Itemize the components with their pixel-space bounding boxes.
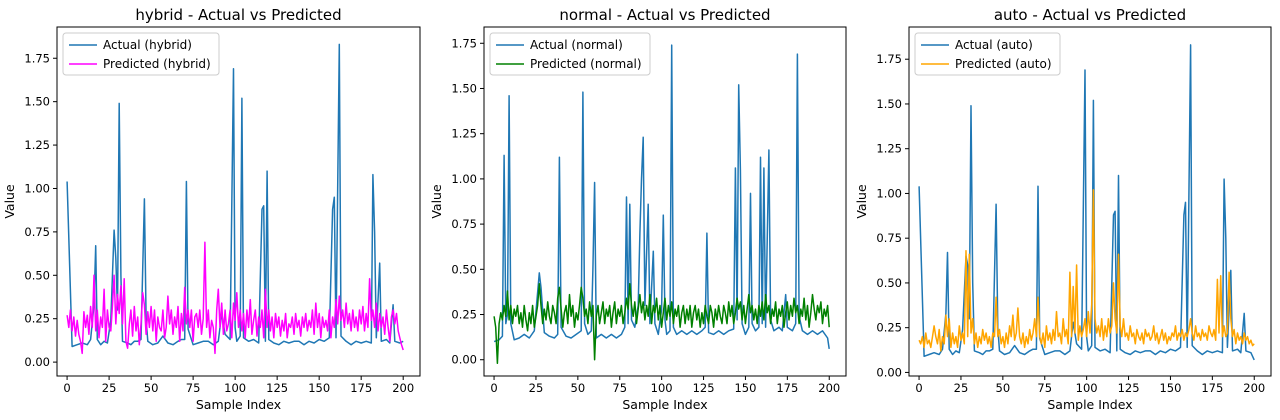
x-tick-label: 125 [266, 381, 288, 395]
y-tick-label: 0.25 [24, 312, 50, 326]
y-axis-label: Value [429, 184, 444, 219]
x-tick-label: 125 [1118, 381, 1140, 395]
y-axis-label: Value [2, 184, 17, 219]
y-tick-label: 1.25 [24, 138, 50, 152]
y-tick-label: 1.00 [24, 181, 50, 195]
x-tick-label: 75 [1037, 381, 1052, 395]
y-tick-label: 0.50 [24, 268, 50, 282]
series-line-predicted [918, 189, 1255, 352]
x-tick-label: 200 [1243, 381, 1265, 395]
plot-frame [483, 26, 847, 377]
series-line-actual [493, 44, 830, 350]
series-line-predicted [493, 283, 830, 365]
x-tick-label: 175 [1201, 381, 1223, 395]
legend: Actual (auto) Predicted (auto) [914, 32, 1061, 76]
x-tick-label: 150 [308, 381, 330, 395]
x-axis-label: Sample Index [196, 397, 281, 412]
legend-label: Actual (normal) [530, 38, 623, 52]
chart-title: normal - Actual vs Predicted [559, 6, 770, 24]
chart-title: auto - Actual vs Predicted [994, 6, 1186, 24]
legend-label: Actual (hybrid) [103, 38, 192, 52]
y-tick-label: 0.75 [876, 231, 902, 245]
y-tick-label: 1.50 [451, 81, 477, 95]
series-line-predicted [66, 241, 404, 355]
x-tick-label: 150 [734, 381, 756, 395]
y-tick-label: 0.00 [451, 353, 477, 367]
legend-label: Predicted (normal) [530, 57, 642, 71]
chart-panel-2: 0 25 50 75 100 125 150 175 200 0.00 0.25 0.50 0.75 1.… [854, 6, 1272, 412]
y-tick-label: 1.00 [451, 172, 477, 186]
y-tick-label: 0.00 [24, 355, 50, 369]
legend-box [489, 32, 651, 76]
x-tick-label: 200 [818, 381, 840, 395]
x-tick-label: 25 [954, 381, 969, 395]
x-axis-label: Sample Index [1047, 397, 1132, 412]
chart-panel-0: 0 25 50 75 100 125 150 175 200 0.00 0.25 0.50 0.75 1.… [2, 6, 421, 412]
x-tick-label: 50 [144, 381, 159, 395]
x-tick-label: 75 [612, 381, 627, 395]
y-axis-label: Value [854, 184, 869, 219]
y-tick-label: 0.25 [451, 308, 477, 322]
chart-panel-1: 0 25 50 75 100 125 150 175 200 0.00 0.25 0.50 0.75 1.… [429, 6, 847, 412]
x-tick-label: 100 [1076, 381, 1098, 395]
x-tick-label: 75 [186, 381, 201, 395]
legend-label: Predicted (auto) [955, 57, 1052, 71]
x-tick-label: 0 [915, 381, 922, 395]
legend-box [62, 32, 220, 76]
y-tick-label: 0.00 [876, 365, 902, 379]
x-tick-label: 125 [693, 381, 715, 395]
x-tick-label: 50 [996, 381, 1011, 395]
chart-title: hybrid - Actual vs Predicted [135, 6, 341, 24]
y-tick-label: 1.00 [876, 186, 902, 200]
y-tick-label: 1.25 [451, 127, 477, 141]
y-tick-label: 0.50 [876, 276, 902, 290]
x-axis-label: Sample Index [622, 397, 707, 412]
x-tick-label: 0 [490, 381, 497, 395]
series-line-actual [66, 43, 404, 348]
x-tick-label: 25 [529, 381, 544, 395]
legend-label: Actual (auto) [955, 38, 1033, 52]
plot-frame [56, 26, 421, 377]
y-tick-label: 1.50 [24, 95, 50, 109]
x-tick-label: 100 [224, 381, 246, 395]
x-tick-label: 25 [102, 381, 117, 395]
y-tick-label: 0.75 [24, 225, 50, 239]
legend-label: Predicted (hybrid) [103, 57, 211, 71]
y-tick-label: 0.75 [451, 217, 477, 231]
plot-frame [908, 26, 1272, 377]
x-tick-label: 200 [392, 381, 414, 395]
x-tick-label: 50 [571, 381, 586, 395]
x-tick-label: 175 [776, 381, 798, 395]
legend: Actual (normal) Predicted (normal) [489, 32, 651, 76]
y-tick-label: 1.75 [451, 36, 477, 50]
y-tick-label: 0.50 [451, 262, 477, 276]
y-tick-label: 1.75 [24, 51, 50, 65]
x-tick-label: 0 [63, 381, 70, 395]
x-tick-label: 150 [1159, 381, 1181, 395]
legend-box [914, 32, 1061, 76]
y-tick-label: 1.75 [876, 52, 902, 66]
y-tick-label: 1.50 [876, 97, 902, 111]
x-tick-label: 100 [651, 381, 673, 395]
y-tick-label: 0.25 [876, 321, 902, 335]
x-tick-label: 175 [350, 381, 372, 395]
y-tick-label: 1.25 [876, 142, 902, 156]
series-line-actual [918, 44, 1255, 361]
legend: Actual (hybrid) Predicted (hybrid) [62, 32, 220, 76]
